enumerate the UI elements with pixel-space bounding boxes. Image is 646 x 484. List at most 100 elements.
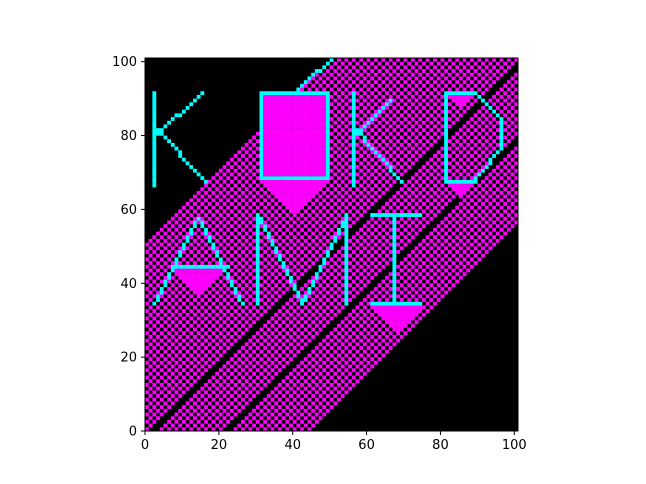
heatmap-cell (351, 220, 356, 225)
heatmap-cell (410, 190, 415, 195)
heatmap-cell (477, 172, 482, 177)
heatmap-cell (241, 250, 245, 254)
heatmap-cell (303, 246, 308, 251)
heatmap-cell (503, 106, 508, 110)
heatmap-cell (458, 261, 463, 265)
heatmap-cell (458, 106, 463, 110)
heatmap-cell (351, 205, 356, 210)
heatmap-cell (499, 124, 504, 129)
heatmap-cell (359, 338, 364, 343)
heatmap-cell (362, 106, 367, 110)
heatmap-cell (241, 397, 245, 402)
heatmap-cell (392, 98, 397, 103)
heatmap-cell (152, 419, 157, 424)
heatmap-cell (204, 390, 208, 395)
heatmap-cell (303, 172, 308, 177)
heatmap-cell (303, 109, 308, 114)
heatmap-cell (218, 338, 223, 343)
heatmap-cell (329, 368, 334, 373)
heatmap-cell (495, 238, 500, 243)
heatmap-cell (447, 227, 452, 232)
heatmap-cell (211, 316, 216, 321)
heatmap-cell (237, 305, 242, 310)
heatmap-cell (481, 128, 485, 133)
heatmap-cell (296, 202, 301, 206)
heatmap-cell (281, 124, 286, 129)
heatmap-cell (207, 179, 212, 184)
heatmap-cell (355, 209, 360, 214)
x-tick-label: 40 (284, 438, 301, 453)
heatmap-cell (226, 257, 231, 262)
heatmap-cell (152, 109, 157, 114)
heatmap-cell (255, 290, 260, 295)
heatmap-cell (178, 394, 183, 398)
heatmap-cell (495, 150, 500, 155)
heatmap-cell (170, 117, 175, 121)
heatmap-cell (488, 76, 493, 81)
heatmap-cell (274, 172, 279, 177)
heatmap-cell (414, 128, 419, 133)
heatmap-cell (266, 235, 271, 240)
heatmap-cell (337, 272, 341, 277)
heatmap-cell (226, 382, 231, 387)
heatmap-cell (429, 290, 434, 295)
heatmap-cell (466, 120, 471, 125)
heatmap-cell (436, 172, 441, 177)
heatmap-cell (152, 346, 157, 350)
heatmap-cell (167, 397, 171, 402)
heatmap-cell (484, 131, 489, 136)
heatmap-cell (484, 102, 489, 107)
heatmap-cell (189, 220, 194, 225)
heatmap-cell (396, 161, 400, 166)
heatmap-cell (314, 213, 319, 217)
heatmap-cell (462, 264, 467, 269)
heatmap-cell (244, 209, 249, 214)
heatmap-cell (418, 117, 423, 121)
heatmap-cell (152, 106, 157, 110)
heatmap-cell (303, 150, 308, 155)
heatmap-cell (466, 253, 471, 258)
heatmap-cell (307, 165, 312, 169)
heatmap-cell (314, 69, 319, 73)
heatmap-cell (148, 394, 153, 398)
heatmap-cell (252, 194, 256, 199)
heatmap-cell (425, 294, 430, 299)
heatmap-cell (392, 113, 397, 118)
heatmap-cell (348, 61, 352, 66)
heatmap-cell (418, 305, 423, 310)
heatmap-cell (156, 268, 160, 273)
heatmap-cell (307, 102, 312, 107)
heatmap-cell (492, 154, 496, 158)
heatmap-cell (351, 242, 356, 247)
heatmap-cell (318, 275, 323, 280)
heatmap-cell (455, 179, 460, 184)
heatmap-cell (266, 117, 271, 121)
heatmap-cell (266, 161, 271, 166)
heatmap-cell (152, 117, 157, 121)
heatmap-cell (281, 216, 286, 221)
heatmap-cell (429, 106, 434, 110)
heatmap-cell (281, 386, 286, 391)
heatmap-cell (218, 346, 223, 350)
heatmap-cell (503, 128, 508, 133)
heatmap-cell (181, 272, 186, 277)
heatmap-cell (274, 349, 279, 354)
heatmap-cell (392, 194, 397, 199)
heatmap-cell (159, 272, 164, 277)
heatmap-cell (270, 113, 275, 118)
heatmap-cell (259, 135, 264, 140)
heatmap-cell (370, 61, 375, 66)
heatmap-cell (193, 298, 197, 302)
heatmap-cell (344, 375, 349, 380)
heatmap-cell (244, 142, 249, 147)
heatmap-cell (263, 165, 268, 169)
heatmap-cell (277, 120, 282, 125)
heatmap-cell (344, 316, 349, 321)
heatmap-cell (451, 238, 456, 243)
heatmap-cell (477, 257, 482, 262)
heatmap-cell (152, 179, 157, 184)
heatmap-cell (407, 106, 412, 110)
heatmap-cell (418, 301, 423, 306)
heatmap-cell (174, 242, 179, 247)
heatmap-cell (447, 279, 452, 284)
